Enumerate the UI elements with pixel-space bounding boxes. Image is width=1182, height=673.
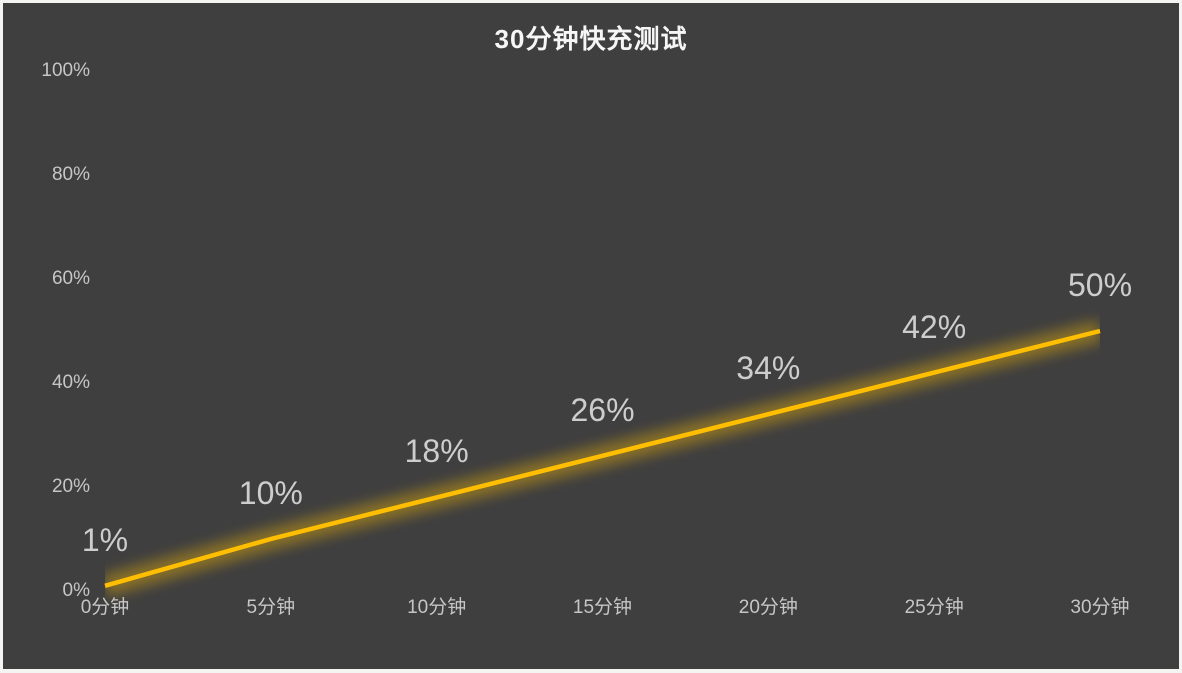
data-point-label: 26%: [570, 391, 635, 428]
y-axis-tick-label: 20%: [51, 476, 90, 497]
line-chart-plot: [104, 320, 1101, 597]
x-axis-tick-label: 10分钟: [407, 597, 467, 618]
data-point-label: 50%: [1067, 267, 1133, 303]
data-point-label: 18%: [404, 433, 469, 470]
data-point-label: 10%: [238, 475, 303, 511]
x-axis-tick-label: 25分钟: [904, 597, 964, 618]
y-axis-tick-label: 80%: [51, 164, 90, 185]
data-point-label: 42%: [902, 308, 967, 345]
y-axis-tick-label: 40%: [51, 372, 90, 393]
x-axis-tick-label: 5分钟: [246, 597, 296, 618]
y-axis-tick-label: 100%: [41, 60, 90, 81]
x-axis-tick-label: 30分钟: [1070, 597, 1130, 618]
y-axis-tick-label: 0%: [62, 580, 90, 601]
chart-title: 30分钟快充测试: [494, 24, 688, 54]
x-axis-tick-label: 15分钟: [572, 597, 633, 618]
series-line: [104, 328, 1101, 588]
data-point-label: 1%: [81, 521, 129, 558]
x-axis-tick-label: 20分钟: [738, 597, 798, 618]
data-point-label: 34%: [736, 350, 801, 387]
x-axis-tick-label: 0分钟: [80, 597, 130, 618]
y-axis-tick-label: 60%: [51, 268, 90, 289]
